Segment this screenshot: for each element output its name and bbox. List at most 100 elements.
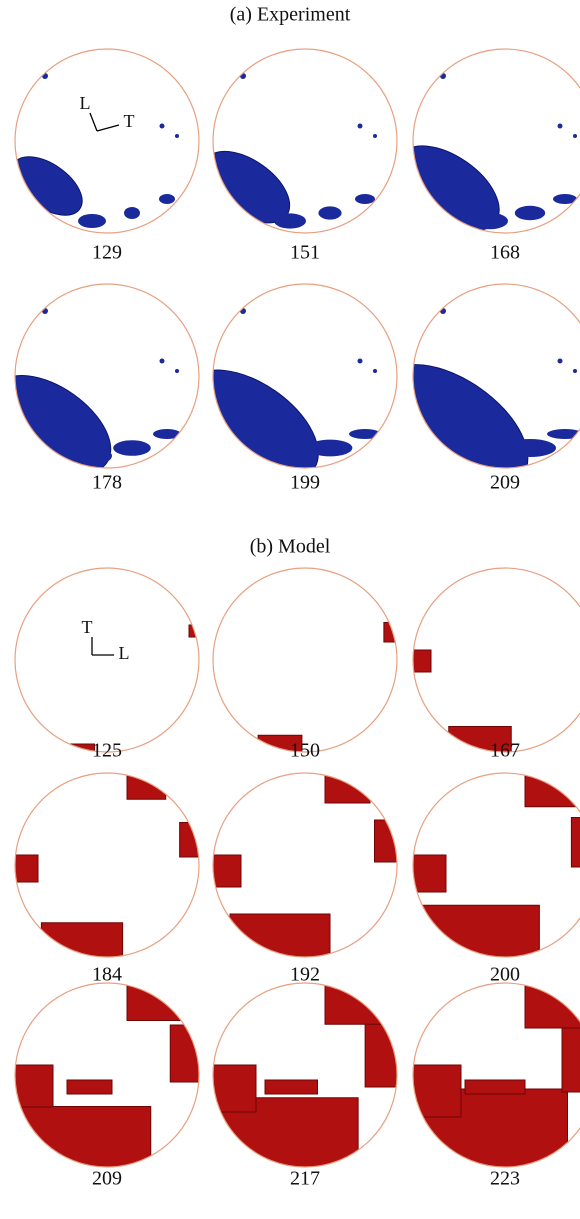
grain-region <box>504 439 556 457</box>
grain-region <box>466 446 514 466</box>
panel-label: 167 <box>490 740 520 762</box>
panel <box>413 983 580 1167</box>
grain-region <box>464 1079 526 1095</box>
grain-region <box>561 1019 580 1093</box>
panel <box>69 624 199 752</box>
grain-region <box>264 1079 318 1095</box>
specimen-outline <box>212 982 398 1168</box>
grain-region <box>169 1024 199 1083</box>
panel <box>213 773 397 957</box>
grain-dot <box>557 358 563 364</box>
grain-region <box>364 1022 397 1088</box>
panel-label: 178 <box>92 472 122 494</box>
grain-region <box>413 1064 462 1118</box>
specimen-outline <box>212 567 398 753</box>
specimen-outline <box>412 283 580 469</box>
panel-label: 200 <box>490 964 520 986</box>
grain-dot <box>240 308 246 314</box>
grain-region <box>524 773 577 808</box>
panel-label: 199 <box>290 472 320 494</box>
panel <box>213 308 381 468</box>
axis-label: L <box>80 93 91 113</box>
panel-label: 125 <box>92 740 122 762</box>
specimen-outline <box>14 567 200 753</box>
grain-region <box>268 446 312 466</box>
grain-region <box>324 983 390 1025</box>
specimen-outline <box>412 772 580 958</box>
grain-region <box>413 649 432 673</box>
grain-dot <box>373 369 377 373</box>
grain-region <box>213 1064 257 1113</box>
panel <box>413 649 512 752</box>
specimen-outline <box>212 772 398 958</box>
specimen-outline <box>14 283 200 469</box>
panel-label: 150 <box>290 740 320 762</box>
panel <box>413 73 577 232</box>
panel-label: 168 <box>490 242 520 264</box>
grain-region <box>113 440 151 456</box>
grain-region <box>472 212 508 230</box>
grain-dot <box>440 73 446 79</box>
specimen-outline <box>412 48 580 234</box>
panel <box>413 773 580 957</box>
grain-dot <box>159 358 165 364</box>
grain-region <box>318 206 342 220</box>
grain-region <box>524 983 580 1029</box>
panel <box>15 73 179 228</box>
grain-region <box>570 817 580 868</box>
grain-region <box>179 822 199 858</box>
panel-label: 184 <box>92 964 122 986</box>
grain-region <box>153 429 181 439</box>
section-title: (b) Model <box>250 536 331 558</box>
panel <box>257 622 397 752</box>
grain-region <box>355 194 375 204</box>
panel-label: 192 <box>290 964 320 986</box>
grain-dot <box>357 358 363 364</box>
axis-label: T <box>82 617 93 637</box>
grain-region <box>413 145 500 232</box>
panel-label: 151 <box>290 242 320 264</box>
grain-dot <box>573 369 577 373</box>
axis-arrow <box>96 124 120 132</box>
grain-region <box>66 1079 113 1095</box>
grain-region <box>307 439 353 457</box>
panel-label: 217 <box>290 1168 320 1190</box>
grain-region <box>514 205 546 221</box>
specimen-outline <box>14 982 200 1168</box>
grain-region <box>413 364 529 468</box>
grain-region <box>213 854 242 888</box>
axis-arrow <box>89 112 98 132</box>
panel <box>15 773 199 957</box>
specimen-outline <box>212 283 398 469</box>
grain-dot <box>42 308 48 314</box>
panel-label: 223 <box>490 1168 520 1190</box>
grain-dot <box>240 73 246 79</box>
grain-region <box>349 429 381 439</box>
grain-dot <box>440 308 446 314</box>
panel <box>213 983 397 1167</box>
axis-label: T <box>124 111 135 131</box>
grain-region <box>159 194 175 204</box>
grain-region <box>15 854 39 883</box>
grain-region <box>15 1106 152 1167</box>
grain-dot <box>159 123 165 129</box>
grain-region <box>15 1064 54 1108</box>
panel <box>15 308 181 468</box>
grain-region <box>15 156 83 216</box>
grain-dot <box>573 134 577 138</box>
panel-label: 209 <box>92 1168 122 1190</box>
specimen-outline <box>14 48 200 234</box>
grain-dot <box>373 134 377 138</box>
grain-region <box>124 207 140 219</box>
grain-dot <box>175 369 179 373</box>
grain-dot <box>357 123 363 129</box>
section-title: (a) Experiment <box>230 4 351 26</box>
grain-region <box>274 213 306 229</box>
specimen-outline <box>212 48 398 234</box>
panel-label: 129 <box>92 242 122 264</box>
grain-region <box>413 854 447 893</box>
specimen-outline <box>412 567 580 753</box>
axis-label: L <box>119 643 130 663</box>
